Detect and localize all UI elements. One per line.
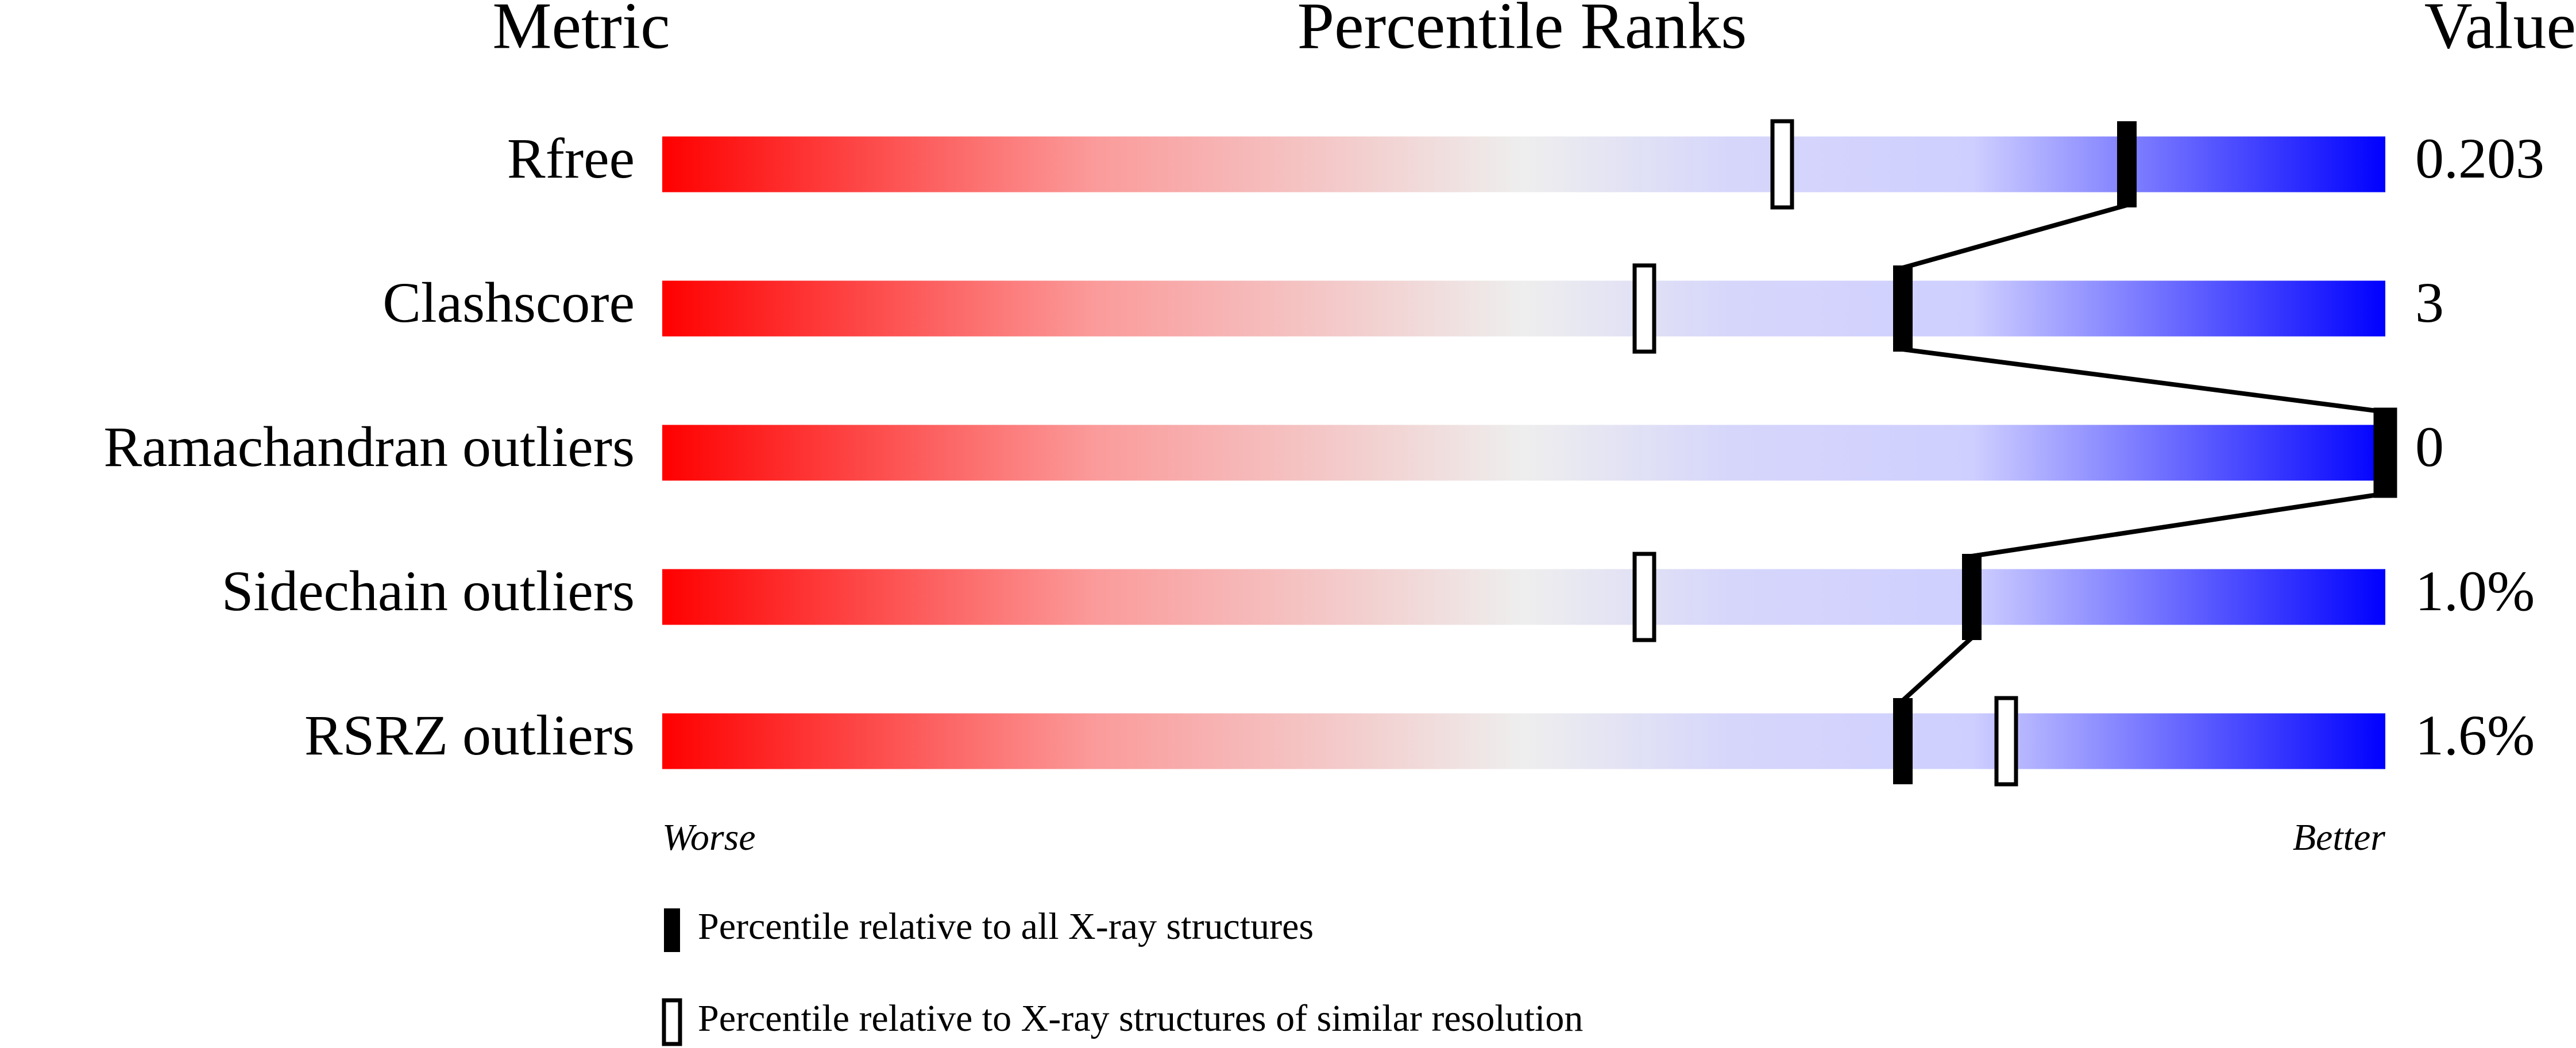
percentile-bar (662, 569, 2385, 625)
connector-line (1971, 491, 2386, 558)
metric-label: Rfree (507, 126, 635, 190)
value-label: 1.6% (2415, 703, 2535, 767)
value-header: Value (2424, 0, 2576, 63)
percentile-all-marker (1962, 554, 1982, 640)
chart-title: Percentile Ranks (1297, 0, 1747, 63)
percentile-all-marker (1893, 698, 1913, 784)
percentile-bar (662, 713, 2385, 769)
percentile-all-marker (2117, 121, 2137, 207)
connector-line (1902, 347, 2386, 414)
legend-label: Percentile relative to X-ray structures … (698, 997, 1583, 1039)
percentile-similar-marker (1632, 552, 1656, 642)
percentile-bar (662, 136, 2385, 192)
metric-label: Clashscore (383, 271, 635, 334)
value-label: 0.203 (2415, 126, 2544, 190)
legend-label: Percentile relative to all X-ray structu… (698, 906, 1314, 947)
better-label: Better (2293, 816, 2386, 858)
value-label: 0 (2415, 415, 2444, 479)
percentile-similar-marker (1770, 119, 1794, 210)
percentile-all-marker (1893, 265, 1913, 352)
metric-header: Metric (492, 0, 670, 63)
metric-label: Ramachandran outliers (103, 415, 635, 479)
percentile-bar (662, 280, 2385, 337)
value-label: 3 (2415, 271, 2444, 334)
connector-line (1901, 636, 1973, 702)
metric-label: Sidechain outliers (222, 559, 635, 623)
legend-swatch (662, 998, 682, 1046)
percentile-similar-marker (1632, 263, 1656, 354)
percentile-all-marker (2376, 410, 2395, 496)
percentile-bar (662, 425, 2385, 481)
percentile-similar-marker (1994, 696, 2018, 787)
worse-label: Worse (662, 816, 756, 858)
value-label: 1.0% (2415, 559, 2535, 623)
metric-label: RSRZ outliers (304, 703, 635, 767)
connector-line (1902, 203, 2128, 270)
legend-swatch (664, 908, 680, 952)
